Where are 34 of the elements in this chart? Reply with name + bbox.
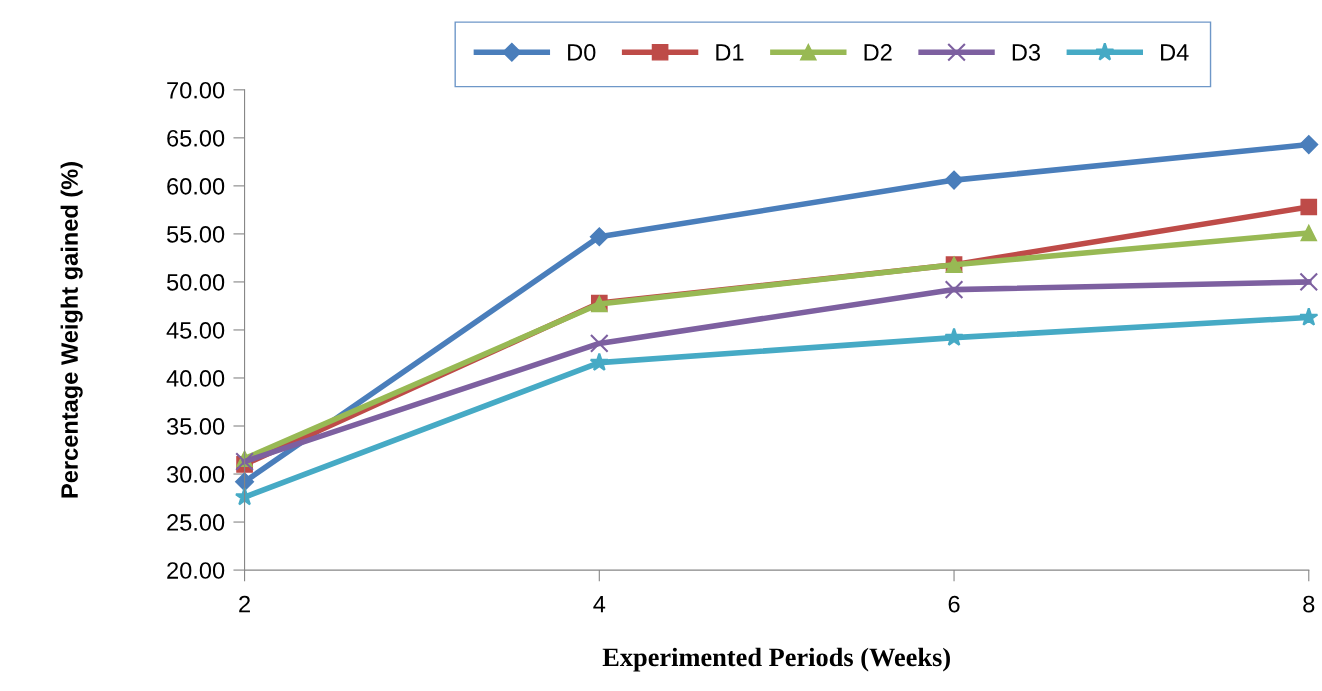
legend-label: D3 (1012, 44, 1041, 61)
x-tick-label: 6 (948, 595, 960, 613)
point (589, 334, 609, 353)
point (1300, 198, 1318, 216)
x-axis-title: Experimented Periods (Weeks) (602, 647, 950, 672)
y-tick-label: 55.00 (166, 225, 225, 243)
y-axis-title: Percentage Weight gained (%) (60, 162, 83, 498)
y-tick-label: 60.00 (167, 177, 225, 195)
legend-label: D2 (864, 44, 892, 61)
legend-label: D4 (1161, 44, 1189, 61)
point (944, 280, 964, 299)
y-tick-label: 35.00 (166, 418, 225, 435)
x-tick-label: 4 (593, 595, 606, 613)
x-tick-label: 2 (239, 595, 250, 613)
point (944, 327, 964, 346)
y-tick-label: 30.00 (166, 466, 225, 483)
y-tick-label: 65.00 (167, 129, 225, 147)
point (1299, 135, 1319, 155)
y-tick-label: 45.00 (166, 322, 225, 339)
legend-label: D1 (716, 44, 744, 61)
point (1299, 307, 1319, 326)
y-tick-label: 70.00 (167, 81, 225, 99)
y-tick-label: 20.00 (167, 562, 225, 579)
point (1299, 272, 1319, 292)
x-tick-label: 8 (1303, 595, 1315, 613)
point (1300, 224, 1318, 242)
point (944, 170, 964, 190)
point (235, 452, 254, 471)
point (589, 352, 609, 371)
legend-label: D0 (568, 44, 596, 61)
y-tick-label: 40.00 (166, 370, 225, 387)
point (589, 227, 609, 247)
y-tick-label: 50.00 (166, 274, 225, 291)
y-tick-label: 25.00 (167, 514, 225, 531)
